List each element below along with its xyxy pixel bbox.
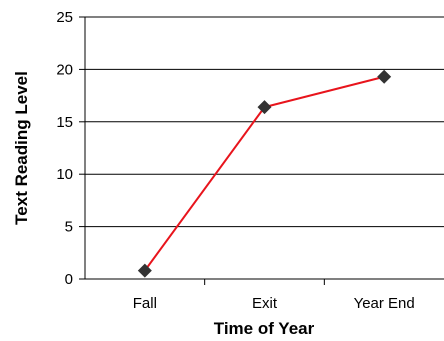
series-markers	[137, 69, 392, 278]
x-ticks	[204, 279, 325, 285]
series-line-segment	[144, 106, 266, 272]
y-ticks	[79, 16, 85, 280]
y-tick-label: 0	[65, 271, 73, 288]
x-axis-title: Time of Year	[214, 319, 315, 338]
series-lines	[144, 75, 385, 272]
gridlines	[85, 16, 444, 228]
y-tick-label: 5	[65, 219, 73, 236]
y-tick-labels: 0 5 10 15 20 25	[56, 9, 73, 288]
y-axis-title: Text Reading Level	[12, 71, 31, 225]
x-tick-label: Exit	[252, 295, 278, 312]
y-tick-label: 25	[56, 9, 73, 26]
y-tick-label: 20	[56, 61, 73, 78]
x-tick-label: Fall	[133, 295, 157, 312]
data-point-exit	[257, 100, 272, 115]
y-tick-label: 10	[56, 166, 73, 183]
x-tick-label: Year End	[354, 295, 415, 312]
x-tick-labels: Fall Exit Year End	[133, 295, 415, 312]
data-point-year-end	[377, 69, 392, 84]
data-point-fall	[137, 263, 152, 278]
y-tick-label: 15	[56, 114, 73, 131]
series-line-segment	[264, 75, 385, 109]
